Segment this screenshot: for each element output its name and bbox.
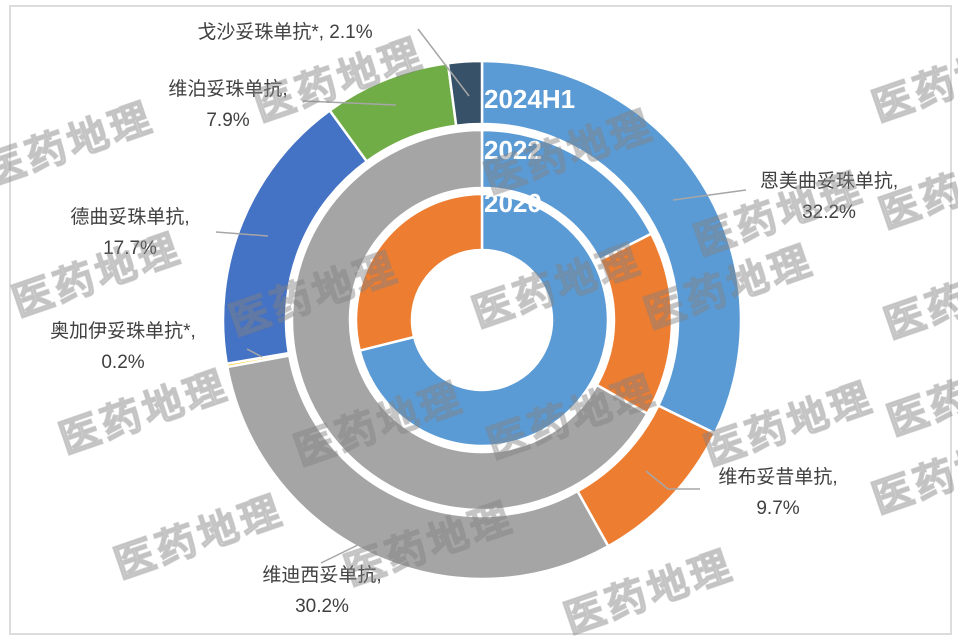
ring-label-2020: 2020	[484, 188, 542, 218]
donut-rings	[221, 59, 743, 581]
ring-label-2024h1: 2024H1	[484, 84, 576, 114]
callout-enmeiqu-value: 32.2%	[802, 202, 856, 223]
callout-dequ: 德曲妥珠单抗, 17.7%	[45, 202, 215, 264]
callout-weipo: 维泊妥珠单抗, 7.9%	[148, 74, 308, 136]
leader-line-enmeiqu	[672, 189, 747, 201]
segment-2024H1-gesha[interactable]	[446, 59, 484, 127]
callout-weipo-value: 7.9%	[206, 110, 250, 131]
callout-weipo-name: 维泊妥珠单抗,	[168, 79, 288, 100]
leader-line-weidixi	[320, 541, 365, 564]
callout-dequ-value: 17.7%	[103, 238, 157, 259]
callout-aojiayi: 奥加伊妥珠单抗*, 0.2%	[18, 316, 228, 378]
callout-weibu: 维布妥昔单抗, 9.7%	[698, 462, 858, 524]
ring-label-2022: 2022	[484, 135, 542, 165]
callout-gesha-text: 戈沙妥珠单抗*, 2.1%	[197, 22, 373, 43]
callout-weidixi: 维迪西妥单抗, 30.2%	[242, 560, 402, 622]
segment-2020-enmeiqu[interactable]	[358, 192, 610, 448]
callout-weidixi-name: 维迪西妥单抗,	[262, 565, 382, 586]
leader-line-weibu	[645, 470, 700, 490]
callout-enmeiqu: 恩美曲妥珠单抗, 32.2%	[744, 166, 914, 228]
leader-line-aojiayi	[246, 348, 263, 358]
callout-gesha: 戈沙妥珠单抗*, 2.1%	[160, 17, 410, 48]
callout-dequ-name: 德曲妥珠单抗,	[70, 207, 190, 228]
callout-aojiayi-value: 0.2%	[101, 352, 145, 373]
callout-weidixi-value: 30.2%	[295, 596, 349, 617]
segment-2022-weidixi[interactable]	[290, 128, 649, 512]
leader-line-dequ	[215, 231, 269, 237]
callout-weibu-value: 9.7%	[756, 498, 800, 519]
chart-area-border	[9, 5, 952, 635]
segment-2020-weibu[interactable]	[354, 192, 484, 352]
leader-line-gesha	[417, 28, 470, 97]
segment-2024H1-weidixi[interactable]	[226, 354, 610, 581]
leader-line-weipo	[302, 100, 397, 106]
callout-weibu-name: 维布妥昔单抗,	[718, 467, 838, 488]
segment-2024H1-enmeiqu[interactable]	[480, 59, 743, 435]
callout-enmeiqu-name: 恩美曲妥珠单抗,	[759, 171, 899, 192]
callout-aojiayi-name: 奥加伊妥珠单抗*,	[50, 321, 196, 342]
